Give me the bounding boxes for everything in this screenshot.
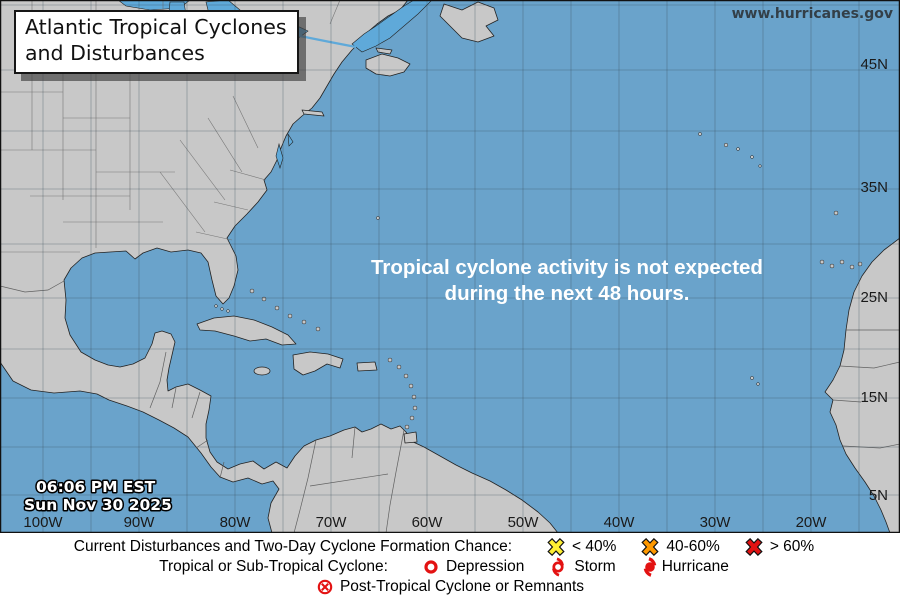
website-link[interactable]: www.hurricanes.gov — [731, 6, 893, 22]
newfoundland — [439, 1, 499, 43]
delaware-bay — [287, 133, 294, 147]
legend-item-label: < 40% — [572, 538, 617, 555]
outlook-message-line2: during the next 48 hours. — [445, 282, 690, 305]
outlook-message-line1: Tropical cyclone activity is not expecte… — [371, 256, 763, 279]
lon-label: 40W — [604, 514, 636, 531]
bermuda — [376, 216, 380, 220]
americas-landmass — [0, 0, 559, 533]
jamaica — [253, 366, 271, 376]
legend-item-label: Hurricane — [661, 558, 729, 575]
legend-item-label: Post-Tropical Cyclone or Remnants — [339, 578, 585, 595]
lon-label: 60W — [412, 514, 444, 531]
madeira — [833, 210, 839, 216]
small-islands-layer — [214, 132, 863, 430]
legend-item-label: > 60% — [769, 538, 815, 555]
x-gt60-icon — [744, 538, 764, 556]
x-40-60-icon — [640, 538, 660, 556]
lat-label: 25N — [860, 289, 888, 306]
map-canvas: 100W 90W 80W 70W 60W 50W 40W 30W 20W 45N… — [0, 0, 900, 533]
legend-row-cyclones: Tropical or Sub-Tropical Cyclone: Depres… — [0, 557, 900, 577]
lon-label: 20W — [796, 514, 828, 531]
legend-item-post-tropical: Post-Tropical Cyclone or Remnants — [316, 578, 584, 596]
legend-bar: Current Disturbances and Two-Day Cyclone… — [0, 533, 900, 601]
lon-label: 30W — [700, 514, 732, 531]
legend-row-post-tropical: Post-Tropical Cyclone or Remnants — [0, 578, 900, 597]
lat-label: 5N — [869, 487, 888, 504]
cyclone-caption: Tropical or Sub-Tropical Cyclone: — [159, 558, 388, 575]
long-island — [301, 109, 325, 117]
timestamp: 06:06 PM EST Sun Nov 30 2025 — [23, 477, 174, 516]
timestamp-date: Sun Nov 30 2025 — [24, 496, 172, 514]
longitude-labels: 100W 90W 80W 70W 60W 50W 40W 30W 20W — [23, 514, 827, 531]
legend-item-40-60: 40-60% — [640, 538, 720, 556]
gulf-of-st-lawrence — [351, 0, 433, 53]
cape-verde — [750, 376, 754, 380]
map-title-line1: Atlantic Tropical Cyclones — [25, 15, 287, 39]
hispaniola — [292, 351, 344, 376]
hurricane-icon — [640, 557, 660, 577]
trinidad — [403, 431, 418, 444]
timestamp-time: 06:06 PM EST — [36, 478, 156, 496]
legend-item-lt40: < 40% — [546, 538, 616, 556]
lat-label: 35N — [860, 179, 888, 196]
legend-item-label: Storm — [574, 558, 616, 575]
lon-label: 70W — [316, 514, 348, 531]
nova-scotia — [365, 53, 411, 77]
cuba — [196, 315, 297, 346]
graticule — [0, 0, 900, 533]
prince-edward-island — [375, 47, 393, 55]
depression-icon — [422, 558, 440, 576]
legend-item-gt60: > 60% — [744, 538, 814, 556]
map-title-box: Atlantic Tropical Cyclones and Disturban… — [14, 10, 299, 74]
legend-item-depression: Depression — [422, 558, 524, 576]
puerto-rico — [356, 361, 378, 372]
x-lt40-icon — [546, 538, 566, 556]
lon-label: 100W — [23, 514, 63, 531]
post-tropical-icon — [316, 578, 334, 596]
lat-label: 45N — [860, 56, 888, 73]
legend-item-storm: Storm — [548, 557, 616, 577]
canary-islands — [819, 259, 825, 265]
legend-item-label: 40-60% — [666, 538, 720, 555]
lon-label: 50W — [508, 514, 540, 531]
st-lawrence-river — [299, 34, 357, 49]
azores — [698, 132, 702, 136]
africa-landmass — [824, 237, 900, 533]
chesapeake-bay — [275, 142, 284, 169]
legend-item-hurricane: Hurricane — [640, 557, 729, 577]
lon-label: 90W — [124, 514, 156, 531]
storm-icon — [548, 557, 568, 577]
lat-label: 15N — [860, 389, 888, 406]
lon-label: 80W — [220, 514, 252, 531]
legend-item-label: Depression — [445, 558, 525, 575]
map-title-line2: and Disturbances — [25, 40, 205, 65]
land-layer — [0, 0, 900, 533]
legend-row-disturbances: Current Disturbances and Two-Day Cyclone… — [0, 538, 900, 557]
atlantic-map: 100W 90W 80W 70W 60W 50W 40W 30W 20W 45N… — [0, 0, 900, 533]
outlook-message: Tropical cyclone activity is not expecte… — [371, 256, 763, 305]
disturbance-caption: Current Disturbances and Two-Day Cyclone… — [73, 538, 512, 555]
latitude-labels: 45N 35N 25N 15N 5N — [860, 56, 888, 504]
